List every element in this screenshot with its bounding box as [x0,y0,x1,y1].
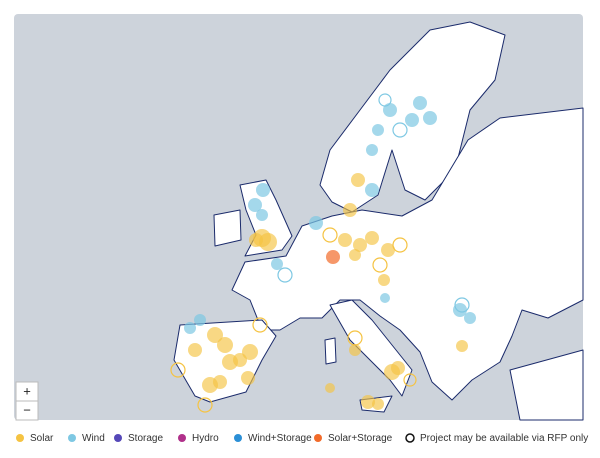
legend-label: Wind+Storage [248,433,312,444]
legend-dot [114,434,122,442]
legend-dot [234,434,242,442]
legend: Solar Wind Storage Hydro Wind+Storage Solar+S… [16,433,588,444]
legend-dot [314,434,322,442]
legend-label: Storage [128,433,163,444]
zoom-out-button[interactable] [15,400,39,421]
zoom-in-label[interactable]: + [23,383,31,398]
project-markers [170,93,476,413]
legend-dot [405,433,415,443]
legend-label: Hydro [192,433,219,444]
legend-dot [178,434,186,442]
legend-dot [68,434,76,442]
legend-label: Wind [82,433,105,444]
legend-label: Project may be available via RFP only [420,433,588,444]
zoom-controls: + − [15,381,39,421]
legend-label: Solar+Storage [328,433,393,444]
zoom-out-label[interactable]: − [23,402,31,417]
legend-dot [16,434,24,442]
legend-label: Solar [30,433,54,444]
